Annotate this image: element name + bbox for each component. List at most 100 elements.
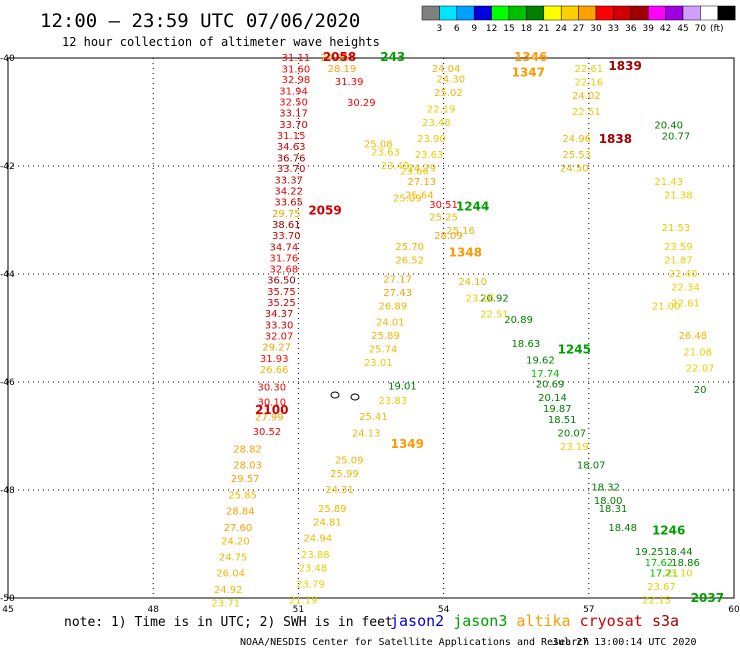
colorbar-tick-label: 3 xyxy=(437,24,443,34)
colorbar-tick-label: 70 xyxy=(695,24,707,34)
swh-value-altika: 23.48 xyxy=(299,563,328,574)
colorbar-tick-label: 33 xyxy=(608,24,619,34)
x-tick-label: 45 xyxy=(2,605,13,615)
pass-number-label: 1347 xyxy=(512,66,545,80)
swh-value-altika: 28.84 xyxy=(226,507,255,518)
swh-value-cryosat: 34.74 xyxy=(270,243,299,254)
x-tick-label: 57 xyxy=(583,605,594,615)
colorbar-swatch xyxy=(543,5,562,21)
swh-value-cryosat: 32.50 xyxy=(279,97,308,108)
colorbar-swatch xyxy=(560,5,579,21)
swh-value-altika: 23.59 xyxy=(664,242,693,253)
swh-value-cryosat: 33.65 xyxy=(274,198,303,209)
swh-value-cryosat: 38.61 xyxy=(272,220,301,231)
swh-value-altika: 24.79 xyxy=(407,164,436,175)
y-tick-label: -48 xyxy=(0,486,15,496)
swh-value-altika: 25.53 xyxy=(562,150,591,161)
swh-value-jason3: 18.51 xyxy=(548,415,577,426)
swh-value-altika: 24.75 xyxy=(219,553,248,564)
colorbar-swatch xyxy=(647,5,666,21)
swh-value-cryosat: 31.15 xyxy=(277,131,306,142)
swh-value-altika: 25.41 xyxy=(359,412,388,423)
pass-labels: 2058 243 2059 2100 1346 1347 1839 1838 1244 1348 1… xyxy=(255,50,724,605)
swh-value-altika: 23.16 xyxy=(466,293,495,304)
swh-value-jason3: 17.74 xyxy=(531,369,560,380)
swh-value-altika: 22.51 xyxy=(572,107,601,118)
swh-value-cryosat: 27.99 xyxy=(255,413,284,424)
swh-value-jason3: 20.69 xyxy=(536,380,565,391)
swh-value-altika: 24.04 xyxy=(432,64,461,75)
swh-value-cryosat: 30.10 xyxy=(257,398,286,409)
swh-value-altika: 25.64 xyxy=(405,191,434,202)
colorbar-swatch xyxy=(473,5,492,21)
swh-value-cryosat: 29.75 xyxy=(272,209,301,220)
swh-value-altika: 26.89 xyxy=(378,301,407,312)
swh-value-jason3: 18.00 xyxy=(594,496,623,507)
swh-value-cryosat: 33.70 xyxy=(279,120,308,131)
colorbar-swatch xyxy=(700,5,719,21)
swh-value-altika: 27.43 xyxy=(383,288,412,299)
swh-value-jason3: 21.00 xyxy=(652,301,681,312)
swh-value-altika: 24.13 xyxy=(352,428,381,439)
chart-subtitle: 12 hour collection of altimeter wave hei… xyxy=(62,35,380,49)
swh-value-jason3: 19.01 xyxy=(388,381,417,392)
swh-value-altika: 26.52 xyxy=(395,256,424,267)
swh-value-altika: 21.08 xyxy=(683,347,712,358)
swh-value-jason3: 18.32 xyxy=(591,482,620,493)
swh-value-cryosat: 35.75 xyxy=(267,287,296,298)
swh-value-cryosat: 29.27 xyxy=(262,342,291,353)
satellite-jason2-label: jason2 xyxy=(390,612,444,630)
colorbar-swatch xyxy=(456,5,475,21)
swh-value-jason3: 17.62 xyxy=(645,558,674,569)
pass-number-label: 1348 xyxy=(449,245,482,259)
swh-value-altika: 24.96 xyxy=(562,134,591,145)
swh-value-altika: 25.85 xyxy=(228,490,257,501)
colorbar-tick-label: 21 xyxy=(538,24,549,34)
colorbar-tick-label: 24 xyxy=(555,24,567,34)
y-tick-label: -50 xyxy=(0,594,15,604)
swh-value-cryosat: 31.60 xyxy=(282,64,311,75)
swh-value-altika: 23.79 xyxy=(296,580,325,591)
swh-value-altika: 23.90 xyxy=(417,134,446,145)
satellite-jason3-label: jason3 xyxy=(453,612,507,630)
swh-value-altika: 25.74 xyxy=(369,345,398,356)
swh-value-altika: 23.71 xyxy=(211,598,240,609)
y-tick-label: -40 xyxy=(0,54,15,64)
swh-value-cryosat: 34.37 xyxy=(265,309,294,320)
swh-value-cryosat: 29.85 xyxy=(320,53,349,64)
swh-value-cryosat: 33.37 xyxy=(274,176,303,187)
swh-value-altika: 22.40 xyxy=(669,269,698,280)
swh-value-altika: 24.02 xyxy=(572,91,601,102)
swh-value-jason3: 18.07 xyxy=(577,461,606,472)
satellite-legend: jason2 jason3 altika cryosat s3a xyxy=(390,612,679,630)
swh-value-altika: 23.19 xyxy=(560,442,589,453)
swh-value-altika: 23.63 xyxy=(371,148,400,159)
swh-value-altika: 24.92 xyxy=(214,585,243,596)
swh-value-altika: 23.83 xyxy=(378,396,407,407)
swh-value-altika: 23.48 xyxy=(422,118,451,129)
swh-value-altika: 26.04 xyxy=(216,569,245,580)
colorbar-unit-label: (ft) xyxy=(710,24,724,34)
swh-value-altika: 21.38 xyxy=(664,191,693,202)
colorbar-swatch xyxy=(682,5,701,21)
swh-value-cryosat: 32.07 xyxy=(265,332,294,343)
swh-value-altika: 25.99 xyxy=(330,469,359,480)
swh-value-altika: 23.10 xyxy=(664,569,693,580)
axis-ticks: 45 48 51 54 57 60 -40 -42 -44 -46 -48 -50 xyxy=(0,54,740,615)
colorbar-tick-label: 27 xyxy=(573,24,584,34)
colorbar-swatch xyxy=(665,5,684,21)
chart-title: 12:00 — 23:59 UTC 07/06/2020 xyxy=(40,10,360,32)
satellite-cryosat-label: cryosat xyxy=(580,612,643,630)
x-tick-label: 51 xyxy=(293,605,304,615)
swh-value-altika: 24.50 xyxy=(560,164,589,175)
swh-value-altika: 21.87 xyxy=(664,256,693,267)
swh-value-altika: 23.01 xyxy=(364,358,393,369)
swh-value-altika: 22.51 xyxy=(480,310,509,321)
swh-value-cryosat: 31.94 xyxy=(279,86,308,97)
colorbar-swatch xyxy=(439,5,458,21)
swh-value-altika: 22.16 xyxy=(574,77,603,88)
colorbar-legend: 3 6 9 12 15 18 21 24 27 30 33 36 39 42 45 70 xyxy=(421,5,736,34)
colorbar-tick-label: 6 xyxy=(454,24,460,34)
swh-value-cryosat: 30.52 xyxy=(253,427,282,438)
